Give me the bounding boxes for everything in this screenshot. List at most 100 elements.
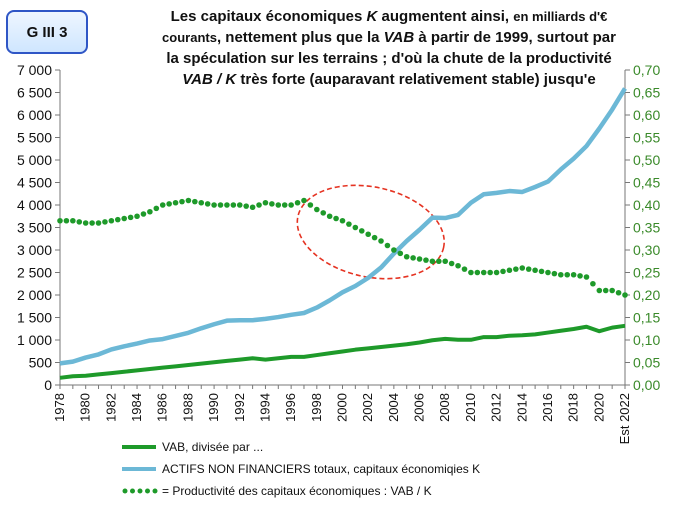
productivity-point <box>301 197 307 204</box>
vab-line-group <box>59 323 626 380</box>
productivity-point <box>172 199 179 206</box>
productivity-point <box>339 217 346 224</box>
productivity-point <box>76 219 83 225</box>
productivity-point <box>358 228 365 234</box>
figure-badge: G III 3 <box>6 10 88 54</box>
productivity-point <box>448 260 455 267</box>
legend-marker <box>152 488 158 494</box>
left-tick-label: 2 500 <box>17 265 52 281</box>
productivity-point <box>294 199 301 206</box>
right-tick-label: 0,55 <box>633 130 660 146</box>
title-part: la spéculation sur les terrains ; d'où l… <box>166 50 612 67</box>
right-tick-label: 0,05 <box>633 355 660 371</box>
right-tick-label: 0,30 <box>633 242 660 258</box>
x-tick-label: 1992 <box>232 393 247 422</box>
productivity-point <box>602 287 609 294</box>
title-part: très forte (auparavant relativement stab… <box>236 71 596 88</box>
productivity-point <box>493 269 500 276</box>
title-part: VAB / K <box>182 71 237 88</box>
x-tick-label: 1984 <box>129 393 144 422</box>
left-tick-label: 2 000 <box>17 287 52 303</box>
productivity-point <box>89 220 95 226</box>
productivity-point <box>513 266 519 272</box>
title-part: Les capitaux économiques <box>170 8 367 25</box>
right-tick-label: 0,00 <box>633 377 660 393</box>
productivity-point <box>269 201 275 207</box>
right-tick-label: 0,25 <box>633 265 660 281</box>
productivity-point <box>217 202 224 208</box>
productivity-point <box>333 215 339 222</box>
productivity-point <box>153 205 160 212</box>
highlight-ellipse <box>296 184 445 280</box>
x-tick-label: Est 2022 <box>617 393 632 444</box>
productivity-point <box>159 202 166 208</box>
productivity-point <box>551 270 558 277</box>
left-tick-label: 1 000 <box>17 332 52 348</box>
productivity-point <box>384 242 391 249</box>
x-tick-label: 2012 <box>489 393 504 422</box>
left-tick-label: 5 000 <box>17 152 52 168</box>
productivity-point <box>307 202 314 208</box>
left-tick-label: 7 000 <box>17 62 52 78</box>
x-tick-label: 2010 <box>463 393 478 422</box>
productivity-point <box>147 208 153 215</box>
productivity-point <box>609 287 615 294</box>
x-tick-label: 2014 <box>514 393 529 422</box>
actifs-line <box>59 87 627 366</box>
productivity-point <box>525 266 532 272</box>
productivity-point <box>538 268 545 275</box>
productivity-point <box>410 255 416 261</box>
productivity-point <box>622 292 628 298</box>
title-part: K <box>366 8 378 25</box>
title-part: VAB <box>383 29 415 46</box>
x-tick-label: 2006 <box>412 393 427 422</box>
productivity-point <box>352 224 359 231</box>
right-tick-label: 0,70 <box>633 62 660 78</box>
productivity-point <box>314 206 320 213</box>
legend-marker <box>137 488 143 494</box>
productivity-point <box>108 217 115 224</box>
productivity-point <box>557 271 564 278</box>
productivity-point <box>256 202 262 208</box>
left-tick-label: 5 500 <box>17 130 52 146</box>
productivity-point <box>564 271 571 278</box>
productivity-point <box>224 202 230 208</box>
chart-title: Les capitaux économiques K augmentent ai… <box>94 6 684 90</box>
actifs-line-group <box>59 87 627 366</box>
right-tick-label: 0,65 <box>633 85 660 101</box>
productivity-point <box>583 274 590 280</box>
x-tick-label: 1998 <box>309 393 324 422</box>
productivity-point <box>436 258 442 265</box>
productivity-point <box>102 219 108 225</box>
right-tick-label: 0,20 <box>633 287 660 303</box>
right-tick-label: 0,35 <box>633 220 660 236</box>
productivity-point <box>192 198 198 205</box>
productivity-point <box>615 289 622 296</box>
productivity-point <box>442 258 449 265</box>
legend-marker <box>145 488 150 494</box>
left-tick-label: 6 000 <box>17 107 52 123</box>
left-tick-label: 0 <box>44 377 52 393</box>
productivity-point <box>474 269 481 276</box>
productivity-point <box>262 199 269 206</box>
productivity-point <box>288 202 294 208</box>
title-part: courants <box>162 30 217 45</box>
left-tick-label: 6 500 <box>17 85 52 101</box>
productivity-point <box>198 199 205 206</box>
title-part: augmentent ainsi, <box>377 8 514 25</box>
x-tick-label: 1986 <box>155 393 170 422</box>
x-tick-label: 1982 <box>103 393 118 422</box>
productivity-point <box>545 269 551 276</box>
productivity-point <box>487 269 493 276</box>
series-layer <box>57 87 628 380</box>
productivity-point <box>211 202 217 208</box>
productivity-point <box>596 287 603 294</box>
productivity-point <box>236 202 243 208</box>
legend-marker <box>122 488 128 494</box>
left-tick-label: 3 000 <box>17 242 52 258</box>
productivity-point <box>243 203 249 209</box>
productivity-line-group <box>57 197 628 298</box>
productivity-point <box>166 201 172 207</box>
productivity-point <box>570 271 577 278</box>
productivity-point <box>577 273 583 279</box>
